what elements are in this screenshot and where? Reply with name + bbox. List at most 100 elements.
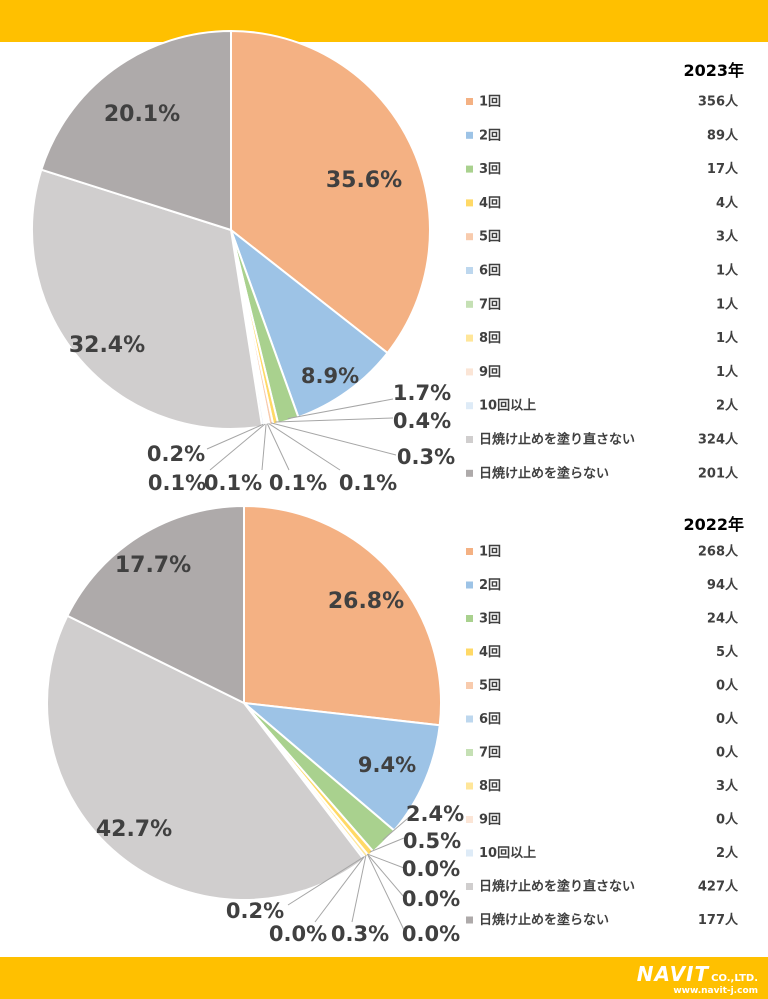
legend-label: 1回	[479, 95, 501, 110]
legend-swatch	[466, 581, 473, 589]
legend-label: 9回	[479, 813, 501, 828]
legend-value: 5人	[716, 644, 739, 660]
pie-slice	[46, 614, 366, 901]
pie-slice	[243, 504, 442, 727]
legend-swatch	[466, 682, 473, 689]
legend-label: 6回	[479, 264, 501, 279]
percent-label: 26.8%	[328, 589, 404, 614]
percent-label: 32.4%	[69, 333, 145, 358]
legend-value: 1人	[716, 364, 739, 380]
legend-label: 4回	[479, 645, 501, 660]
legend-swatch	[466, 436, 473, 443]
leader-line	[268, 422, 341, 471]
top-banner	[0, 0, 768, 42]
legend-value: 2人	[716, 398, 739, 414]
percent-label: 42.7%	[96, 817, 172, 842]
legend-label: 4回	[479, 196, 501, 211]
leader-line	[287, 398, 394, 420]
pie-chart-0: 35.6%8.9%1.7%0.4%0.3%0.1%0.1%0.1%0.1%0.2…	[31, 29, 744, 495]
legend-swatch	[466, 402, 473, 410]
legend-swatch	[466, 782, 473, 790]
percent-label: 0.3%	[331, 922, 389, 946]
leader-line	[209, 423, 266, 471]
percent-label: 0.0%	[402, 922, 460, 946]
leader-line	[382, 818, 408, 841]
legend-label: 1回	[479, 545, 501, 560]
navit-logo: NAVIT CO.,LTD. www.navit-j.com	[637, 962, 758, 996]
legend-swatch	[466, 334, 473, 342]
legend-label: 日焼け止めを塗り直さない	[479, 879, 635, 895]
logo-url-text: www.navit-j.com	[673, 986, 758, 996]
legend-label: 日焼け止めを塗らない	[479, 465, 609, 481]
legend-label: 10回以上	[479, 399, 536, 414]
legend-value: 177人	[698, 912, 739, 928]
legend-value: 1人	[716, 263, 739, 279]
legend-label: 10回以上	[479, 846, 536, 861]
percent-label: 0.1%	[269, 471, 327, 495]
chart-title: 2023年	[683, 61, 744, 80]
legend-label: 2回	[479, 128, 501, 143]
legend-label: 3回	[479, 162, 501, 177]
legend-swatch	[466, 267, 473, 274]
legend-label: 5回	[479, 230, 501, 245]
percent-label: 0.0%	[402, 857, 460, 881]
legend-value: 1人	[716, 296, 739, 312]
legend-value: 0人	[716, 711, 739, 727]
pie-slice	[40, 29, 232, 232]
percent-label: 0.5%	[403, 829, 461, 853]
percent-label: 8.9%	[301, 364, 359, 388]
legend-label: 日焼け止めを塗らない	[479, 912, 609, 928]
leader-line	[261, 423, 267, 471]
legend-value: 17人	[707, 161, 739, 177]
legend-label: 5回	[479, 679, 501, 694]
percent-label: 1.7%	[393, 381, 451, 405]
legend-swatch	[466, 715, 473, 723]
logo-main-text: NAVIT	[636, 962, 710, 986]
percent-label: 35.6%	[326, 168, 402, 193]
leader-line	[287, 856, 364, 906]
legend-label: 日焼け止めを塗り直さない	[479, 432, 635, 448]
chart-title: 2022年	[683, 515, 744, 534]
legend-label: 7回	[479, 297, 501, 312]
leader-line	[367, 853, 405, 869]
percent-label: 0.1%	[339, 471, 397, 495]
legend-value: 1人	[716, 330, 739, 346]
legend-label: 6回	[479, 712, 501, 727]
leader-line	[369, 837, 405, 853]
leader-line	[366, 853, 405, 931]
pie-slice	[31, 168, 264, 430]
leader-line	[270, 422, 397, 456]
percent-label: 0.4%	[393, 409, 451, 433]
legend-swatch	[466, 233, 473, 241]
legend-swatch	[466, 916, 473, 924]
percent-label: 0.1%	[204, 471, 262, 495]
legend-value: 201人	[698, 465, 739, 481]
percent-label: 0.0%	[402, 887, 460, 911]
pie-chart-1: 26.8%9.4%2.4%0.5%0.0%0.0%0.0%0.3%0.0%0.2…	[46, 504, 744, 946]
percent-label: 9.4%	[358, 753, 416, 777]
legend-swatch	[466, 165, 473, 173]
bottom-banner	[0, 957, 768, 999]
legend-value: 3人	[716, 778, 739, 794]
legend-swatch	[466, 749, 473, 756]
leader-line	[351, 855, 367, 923]
percent-label: 0.2%	[147, 442, 205, 466]
percent-label: 2.4%	[406, 802, 464, 826]
percent-label: 17.7%	[115, 553, 191, 578]
percent-label: 0.0%	[269, 922, 327, 946]
legend-swatch	[466, 849, 473, 857]
legend-swatch	[466, 199, 473, 207]
legend-value: 94人	[707, 577, 739, 593]
legend-value: 427人	[698, 879, 739, 895]
pie-slice	[230, 29, 431, 355]
legend-swatch	[466, 131, 473, 139]
legend-swatch	[466, 548, 473, 555]
legend-value: 0人	[716, 812, 739, 828]
leader-line	[206, 423, 264, 450]
legend-value: 89人	[707, 127, 739, 143]
legend-swatch	[466, 816, 473, 823]
legend-swatch	[466, 615, 473, 622]
legend-value: 4人	[716, 195, 739, 211]
legend-swatch	[466, 648, 473, 656]
legend-swatch	[466, 469, 473, 477]
